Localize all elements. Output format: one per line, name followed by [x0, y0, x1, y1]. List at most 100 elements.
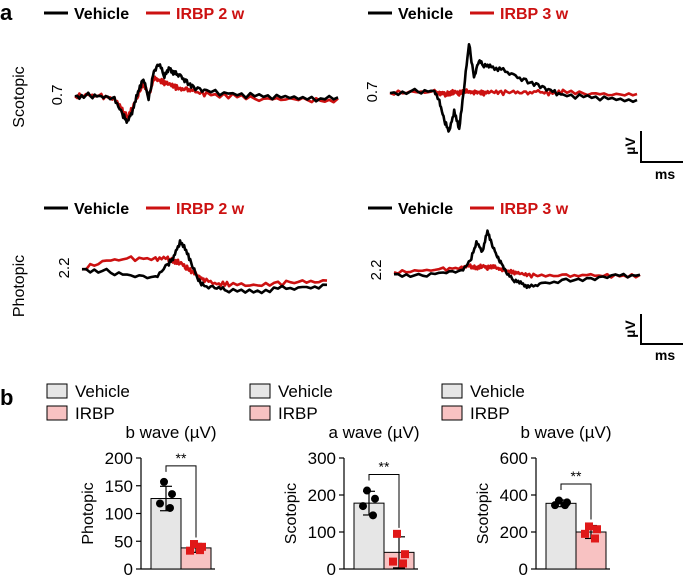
- trace-legend: Vehicle IRBP 2 w: [44, 201, 245, 218]
- bar-chart: Vehicle IRBP a wave (µV) Scotopic 0 100 200 300…: [249, 382, 420, 577]
- bar-chart: Vehicle IRBP b wave (µV) Photopic 0 50 100 150 2…: [46, 382, 217, 577]
- trace-legend: Vehicle IRBP 3 w: [368, 201, 569, 218]
- scale-bar-lines: [640, 131, 683, 163]
- data-point-irbp: [593, 525, 601, 534]
- trace-line-irbp: [74, 75, 339, 120]
- legend-label: Vehicle: [398, 6, 453, 23]
- data-point-irbp: [389, 557, 397, 566]
- significance-bracket: [165, 465, 197, 538]
- data-point-irbp: [401, 550, 409, 559]
- trace-line-vehicle: [74, 63, 339, 124]
- panel-b-label: b: [0, 385, 13, 410]
- y-tick-label: 0: [327, 560, 336, 577]
- legend-label-irbp: IRBP: [278, 404, 318, 423]
- legend-label: IRBP 3 w: [500, 201, 569, 218]
- y-tick-label: 600: [500, 449, 528, 468]
- data-point-irbp: [581, 529, 589, 538]
- data-point-vehicle: [551, 501, 559, 510]
- significance-label: **: [571, 468, 582, 484]
- bar-chart-title: b wave (µV): [520, 423, 611, 442]
- scale-bar-photopic: µV ms: [622, 314, 683, 363]
- data-point-irbp: [399, 559, 407, 568]
- y-tick-label: 0: [124, 560, 133, 577]
- data-point-irbp: [190, 540, 198, 549]
- bar-chart-title: b wave (µV): [125, 423, 216, 442]
- legend-swatch-irbp: [249, 405, 271, 421]
- y-tick-label: 200: [500, 523, 528, 542]
- bar-chart-ylabel: Scotopic: [475, 483, 492, 544]
- y-tick-label: 200: [308, 486, 336, 505]
- trace-scale-value: 2.2: [368, 260, 385, 281]
- data-point-irbp: [196, 546, 204, 555]
- bar-legend: Vehicle IRBP: [46, 382, 130, 423]
- legend-label: IRBP 2 w: [176, 6, 245, 23]
- legend-label-vehicle: Vehicle: [278, 382, 333, 401]
- trace-scale-value: 0.7: [49, 85, 66, 106]
- trace-legend: Vehicle IRBP 3 w: [368, 6, 569, 23]
- bar-legend: Vehicle IRBP: [441, 382, 525, 423]
- significance-bracket: [368, 474, 400, 528]
- y-tick-label: 0: [519, 560, 528, 577]
- legend-label-vehicle: Vehicle: [75, 382, 130, 401]
- data-point-vehicle: [369, 511, 377, 520]
- trace-plot: Vehicle IRBP 2 w 0.7: [44, 6, 339, 124]
- legend-swatch-irbp: [46, 405, 68, 421]
- bar-chart-ylabel: Photopic: [80, 482, 97, 544]
- data-point-irbp: [393, 529, 401, 538]
- scale-bar-lines: [640, 314, 683, 345]
- scale-bar-ms-label: ms: [655, 347, 675, 363]
- legend-label: IRBP 3 w: [500, 6, 569, 23]
- significance-bracket: [560, 483, 592, 520]
- legend-label-irbp: IRBP: [470, 404, 510, 423]
- data-point-vehicle: [371, 494, 379, 503]
- data-point-irbp: [585, 522, 593, 531]
- bar-chart-title: a wave (µV): [328, 423, 419, 442]
- legend-label: Vehicle: [398, 201, 453, 218]
- data-point-vehicle: [156, 499, 164, 508]
- bar-vehicle: [545, 502, 577, 570]
- y-tick-label: 300: [308, 449, 336, 468]
- y-tick-label: 400: [500, 486, 528, 505]
- data-point-vehicle: [168, 490, 176, 499]
- significance-label: **: [176, 450, 187, 466]
- trace-line-vehicle: [393, 229, 641, 290]
- legend-label-irbp: IRBP: [75, 404, 115, 423]
- bar-legend: Vehicle IRBP: [249, 382, 333, 423]
- y-tick-label: 150: [105, 477, 133, 496]
- data-point-irbp: [591, 534, 599, 543]
- scale-bar-uv-label: µV: [622, 137, 638, 155]
- panel-a-label: a: [0, 0, 13, 25]
- trace-legend: Vehicle IRBP 2 w: [44, 6, 245, 23]
- y-tick-label: 200: [105, 449, 133, 468]
- y-tick-label: 50: [114, 532, 133, 551]
- legend-swatch-vehicle: [46, 383, 68, 399]
- legend-label: Vehicle: [74, 6, 129, 23]
- legend-label: IRBP 2 w: [176, 201, 245, 218]
- trace-scale-value: 2.2: [56, 258, 73, 279]
- scale-bar-ms-label: ms: [655, 166, 675, 182]
- data-point-irbp: [186, 546, 194, 555]
- data-point-vehicle: [561, 501, 569, 510]
- legend-label-vehicle: Vehicle: [470, 382, 525, 401]
- bar-chart-ylabel: Scotopic: [283, 483, 300, 544]
- scale-bar-scotopic: µV ms: [622, 131, 683, 182]
- bar-charts: Vehicle IRBP b wave (µV) Photopic 0 50 100 150 2…: [46, 382, 612, 577]
- scale-bar-uv-label: µV: [622, 320, 638, 338]
- data-point-vehicle: [363, 486, 371, 495]
- bar-chart: Vehicle IRBP b wave (µV) Scotopic 0 200 400 600…: [441, 382, 612, 577]
- legend-swatch-vehicle: [249, 383, 271, 399]
- y-tick-label: 100: [308, 523, 336, 542]
- legend-label: Vehicle: [74, 201, 129, 218]
- row-label-photopic: Photopic: [11, 255, 28, 317]
- row-label-scotopic: Scotopic: [11, 66, 28, 127]
- trace-line-vehicle: [389, 43, 638, 133]
- legend-swatch-vehicle: [441, 383, 463, 399]
- trace-plot: Vehicle IRBP 3 w 0.7: [364, 6, 638, 133]
- trace-line-vehicle: [81, 239, 328, 295]
- significance-label: **: [379, 459, 390, 475]
- data-point-vehicle: [166, 503, 174, 512]
- y-tick-label: 100: [105, 505, 133, 524]
- trace-plot: Vehicle IRBP 3 w 2.2: [368, 201, 641, 290]
